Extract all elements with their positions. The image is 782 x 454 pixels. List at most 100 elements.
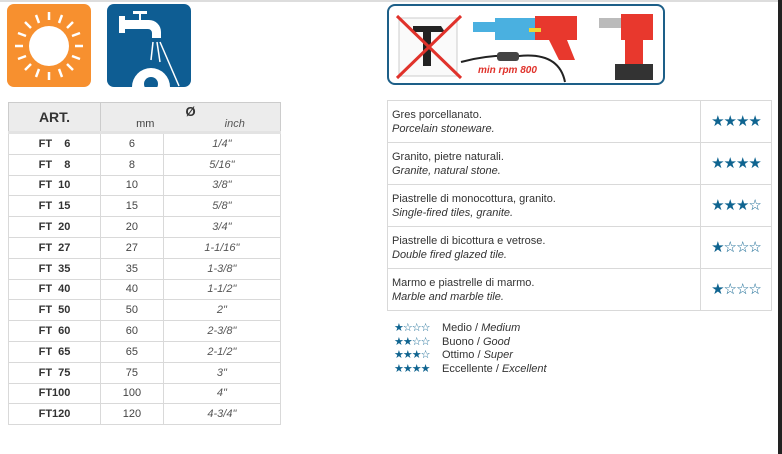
table-row: FT 10 10 3/8": [8, 174, 282, 197]
size-inch: 1-1/16": [162, 236, 282, 259]
rating-legend: ★☆☆☆ Medio / Medium ★★☆☆ Buono / Good ★★★☆ Ot…: [394, 322, 547, 377]
material-row: Piastrelle di bicottura e vetrose. Double…: [387, 226, 772, 269]
size-mm: 75: [100, 361, 164, 384]
table-row: FT 8 8 5/16": [8, 153, 282, 176]
table-row: FT120 120 4-3/4": [8, 403, 282, 426]
table-row: FT 20 20 3/4": [8, 216, 282, 238]
size-mm: 50: [100, 299, 164, 322]
star-rating-icon: ★★★★: [700, 100, 772, 143]
size-inch: 3/8": [162, 174, 282, 197]
legend-item: ★★★☆ Ottimo / Super: [394, 349, 513, 362]
art-code: FT 10: [8, 174, 101, 197]
size-inch: 5/8": [162, 195, 282, 218]
material-desc: Granito, pietre naturali. Granite, natura…: [387, 142, 701, 185]
art-size-table: ART. Ø mm inch FT 6 6 1/4" FT 8 8 5/16" FT 10 10…: [8, 102, 282, 426]
art-code: FT 35: [8, 257, 101, 280]
legend-it: Eccellente: [442, 363, 493, 376]
sun-icon: [7, 4, 91, 87]
legend-item: ★☆☆☆ Medio / Medium: [394, 322, 521, 334]
window-edge: [778, 0, 782, 454]
material-it: Granito, pietre naturali.: [392, 150, 504, 163]
material-rating-table: Gres porcellanato. Porcelain stoneware. ★★…: [387, 100, 772, 311]
art-code: FT 8: [8, 153, 101, 176]
size-mm: 60: [100, 320, 164, 342]
material-en: Marble and marble tile.: [392, 290, 504, 303]
tool-compatibility-panel: [387, 4, 665, 85]
material-en: Porcelain stoneware.: [392, 122, 495, 135]
table-row: FT 6 6 1/4": [8, 131, 282, 155]
art-code: FT 40: [8, 278, 101, 301]
material-desc: Marmo e piastrelle di marmo. Marble and m…: [387, 268, 701, 311]
legend-en: Medium: [481, 322, 521, 334]
star-rating-icon: ★★★☆: [394, 349, 430, 362]
material-row: Piastrelle di monocottura, granito. Singl…: [387, 184, 772, 227]
size-mm: 120: [100, 403, 164, 426]
table-row: FT 27 27 1-1/16": [8, 236, 282, 259]
art-code: FT 15: [8, 195, 101, 218]
material-desc: Piastrelle di bicottura e vetrose. Double…: [387, 226, 701, 269]
size-inch: 5/16": [162, 153, 282, 176]
material-desc: Piastrelle di monocottura, granito. Singl…: [387, 184, 701, 227]
table-row: FT 60 60 2-3/8": [8, 320, 282, 342]
table-row: FT 65 65 2-1/2": [8, 340, 282, 363]
art-code: FT 50: [8, 299, 101, 322]
header-art: ART.: [8, 102, 101, 133]
size-mm: 65: [100, 340, 164, 363]
star-rating-icon: ★☆☆☆: [700, 268, 772, 311]
water-tap-icon: [107, 4, 191, 91]
header-diameter: Ø mm inch: [100, 102, 281, 133]
min-rpm-label: min rpm 800: [478, 65, 537, 76]
material-it: Marmo e piastrelle di marmo.: [392, 276, 535, 289]
star-rating-icon: ★★★★: [700, 142, 772, 185]
table-row: FT 15 15 5/8": [8, 195, 282, 218]
material-row: Granito, pietre naturali. Granite, natura…: [387, 142, 772, 185]
table-row: FT 40 40 1-1/2": [8, 278, 282, 301]
material-it: Piastrelle di bicottura e vetrose.: [392, 234, 546, 247]
star-rating-icon: ★★★☆: [700, 184, 772, 227]
material-desc: Gres porcellanato. Porcelain stoneware.: [387, 100, 701, 143]
no-hammer-icon: [395, 14, 463, 80]
size-inch: 2-1/2": [162, 340, 282, 363]
size-inch: 2-3/8": [162, 320, 282, 342]
drill-icon: [460, 16, 577, 83]
art-code: FT 27: [8, 236, 101, 259]
size-inch: 3/4": [162, 216, 282, 238]
top-divider: [0, 0, 778, 2]
legend-en: Excellent: [501, 363, 547, 376]
art-code: FT 20: [8, 216, 101, 238]
material-en: Double fired glazed tile.: [392, 248, 507, 261]
size-mm: 6: [100, 131, 164, 155]
size-inch: 1/4": [162, 131, 282, 155]
table-row: FT 35 35 1-3/8": [8, 257, 282, 280]
size-mm: 27: [100, 236, 164, 259]
art-code: FT 65: [8, 340, 101, 363]
legend-it: Ottimo: [442, 349, 475, 362]
cordless-drill-icon: [599, 14, 653, 80]
art-code: FT 75: [8, 361, 101, 384]
size-inch: 1-1/2": [162, 278, 282, 301]
table-row: FT 50 50 2": [8, 299, 282, 322]
size-inch: 4": [162, 382, 282, 405]
star-rating-icon: ★☆☆☆: [700, 226, 772, 269]
table-row: FT100 100 4": [8, 382, 282, 405]
material-row: Marmo e piastrelle di marmo. Marble and m…: [387, 268, 772, 311]
table-row: FT 75 75 3": [8, 361, 282, 384]
size-mm: 15: [100, 195, 164, 218]
art-code: FT 60: [8, 320, 101, 342]
size-mm: 40: [100, 278, 164, 301]
size-mm: 35: [100, 257, 164, 280]
star-rating-icon: ★★☆☆: [394, 335, 430, 348]
header-mm: mm: [136, 117, 155, 130]
material-en: Granite, natural stone.: [392, 164, 501, 177]
size-inch: 2": [162, 299, 282, 322]
header-inch: inch: [224, 117, 245, 130]
legend-en: Good: [482, 335, 510, 348]
legend-item: ★★☆☆ Buono / Good: [394, 335, 510, 348]
art-code: FT 6: [8, 131, 101, 155]
material-row: Gres porcellanato. Porcelain stoneware. ★★…: [387, 100, 772, 143]
legend-it: Buono: [442, 335, 474, 348]
material-it: Piastrelle di monocottura, granito.: [392, 192, 556, 205]
star-rating-icon: ★☆☆☆: [394, 322, 430, 334]
material-en: Single-fired tiles, granite.: [392, 206, 514, 219]
diameter-symbol: Ø: [185, 103, 196, 119]
